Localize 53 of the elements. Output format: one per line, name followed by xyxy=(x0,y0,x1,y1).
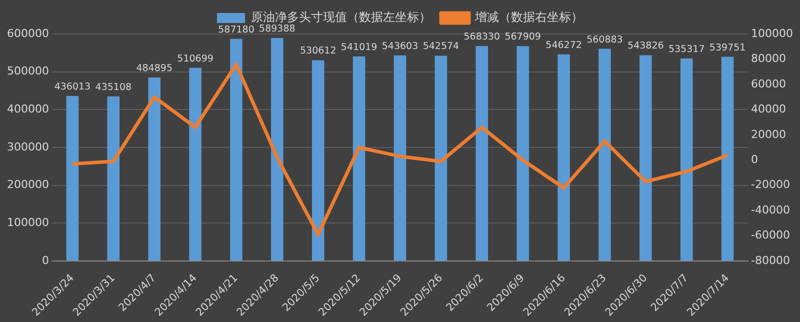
bar xyxy=(598,48,611,261)
bar xyxy=(516,46,529,261)
data-label: 542574 xyxy=(422,41,460,52)
y-tick-label: 600000 xyxy=(6,26,49,40)
data-label: 539751 xyxy=(709,42,746,54)
data-label: 543603 xyxy=(382,40,418,52)
y-tick-label: 0 xyxy=(42,254,49,267)
data-label: 546272 xyxy=(546,40,582,51)
legend-label: 原油净多头寸现值（数据左坐标） xyxy=(251,10,431,24)
bar xyxy=(434,56,448,261)
data-label: 436013 xyxy=(54,82,91,93)
y2-tick-label: 40000 xyxy=(751,102,786,116)
bar xyxy=(476,46,488,261)
y2-tick-label: -40000 xyxy=(751,203,790,216)
bar xyxy=(230,38,242,261)
y2-tick-label: 20000 xyxy=(751,128,786,141)
data-label: 589388 xyxy=(259,23,296,34)
bar xyxy=(148,78,160,261)
y2-tick-label: 60000 xyxy=(751,77,786,90)
data-label: 560883 xyxy=(586,34,623,46)
bar xyxy=(721,56,734,261)
y-tick-label: 300000 xyxy=(6,140,49,154)
bar xyxy=(680,58,693,261)
data-label: 484895 xyxy=(136,63,172,74)
y2-tick-label: -20000 xyxy=(751,178,790,192)
y2-tick-label: -80000 xyxy=(751,254,790,267)
bar xyxy=(640,55,652,261)
y-tick-label: 200000 xyxy=(6,178,49,192)
data-label: 567909 xyxy=(504,32,541,43)
y2-tick-label: 0 xyxy=(751,152,758,166)
data-label: 510699 xyxy=(177,53,214,64)
y2-tick-label: 100000 xyxy=(751,26,794,40)
data-label: 587180 xyxy=(218,24,254,36)
y-tick-label: 500000 xyxy=(6,64,49,78)
bar xyxy=(189,68,202,261)
y-tick-label: 400000 xyxy=(6,102,49,116)
bar xyxy=(352,56,366,261)
data-label: 541019 xyxy=(340,42,378,53)
data-label: 535317 xyxy=(668,44,705,55)
y2-tick-label: 80000 xyxy=(751,52,786,66)
legend-label: 增减（数据右坐标） xyxy=(474,10,583,24)
data-label: 568330 xyxy=(464,31,500,42)
bar xyxy=(107,96,120,261)
y-tick-label: 100000 xyxy=(6,216,49,230)
data-label: 435108 xyxy=(95,82,132,93)
bar xyxy=(271,38,284,261)
y2-tick-label: -60000 xyxy=(751,228,790,242)
bar xyxy=(312,60,324,261)
data-label: 543826 xyxy=(628,40,664,52)
bar xyxy=(558,54,570,261)
bar xyxy=(394,55,406,261)
bar xyxy=(66,96,79,261)
data-label: 530612 xyxy=(300,46,336,57)
